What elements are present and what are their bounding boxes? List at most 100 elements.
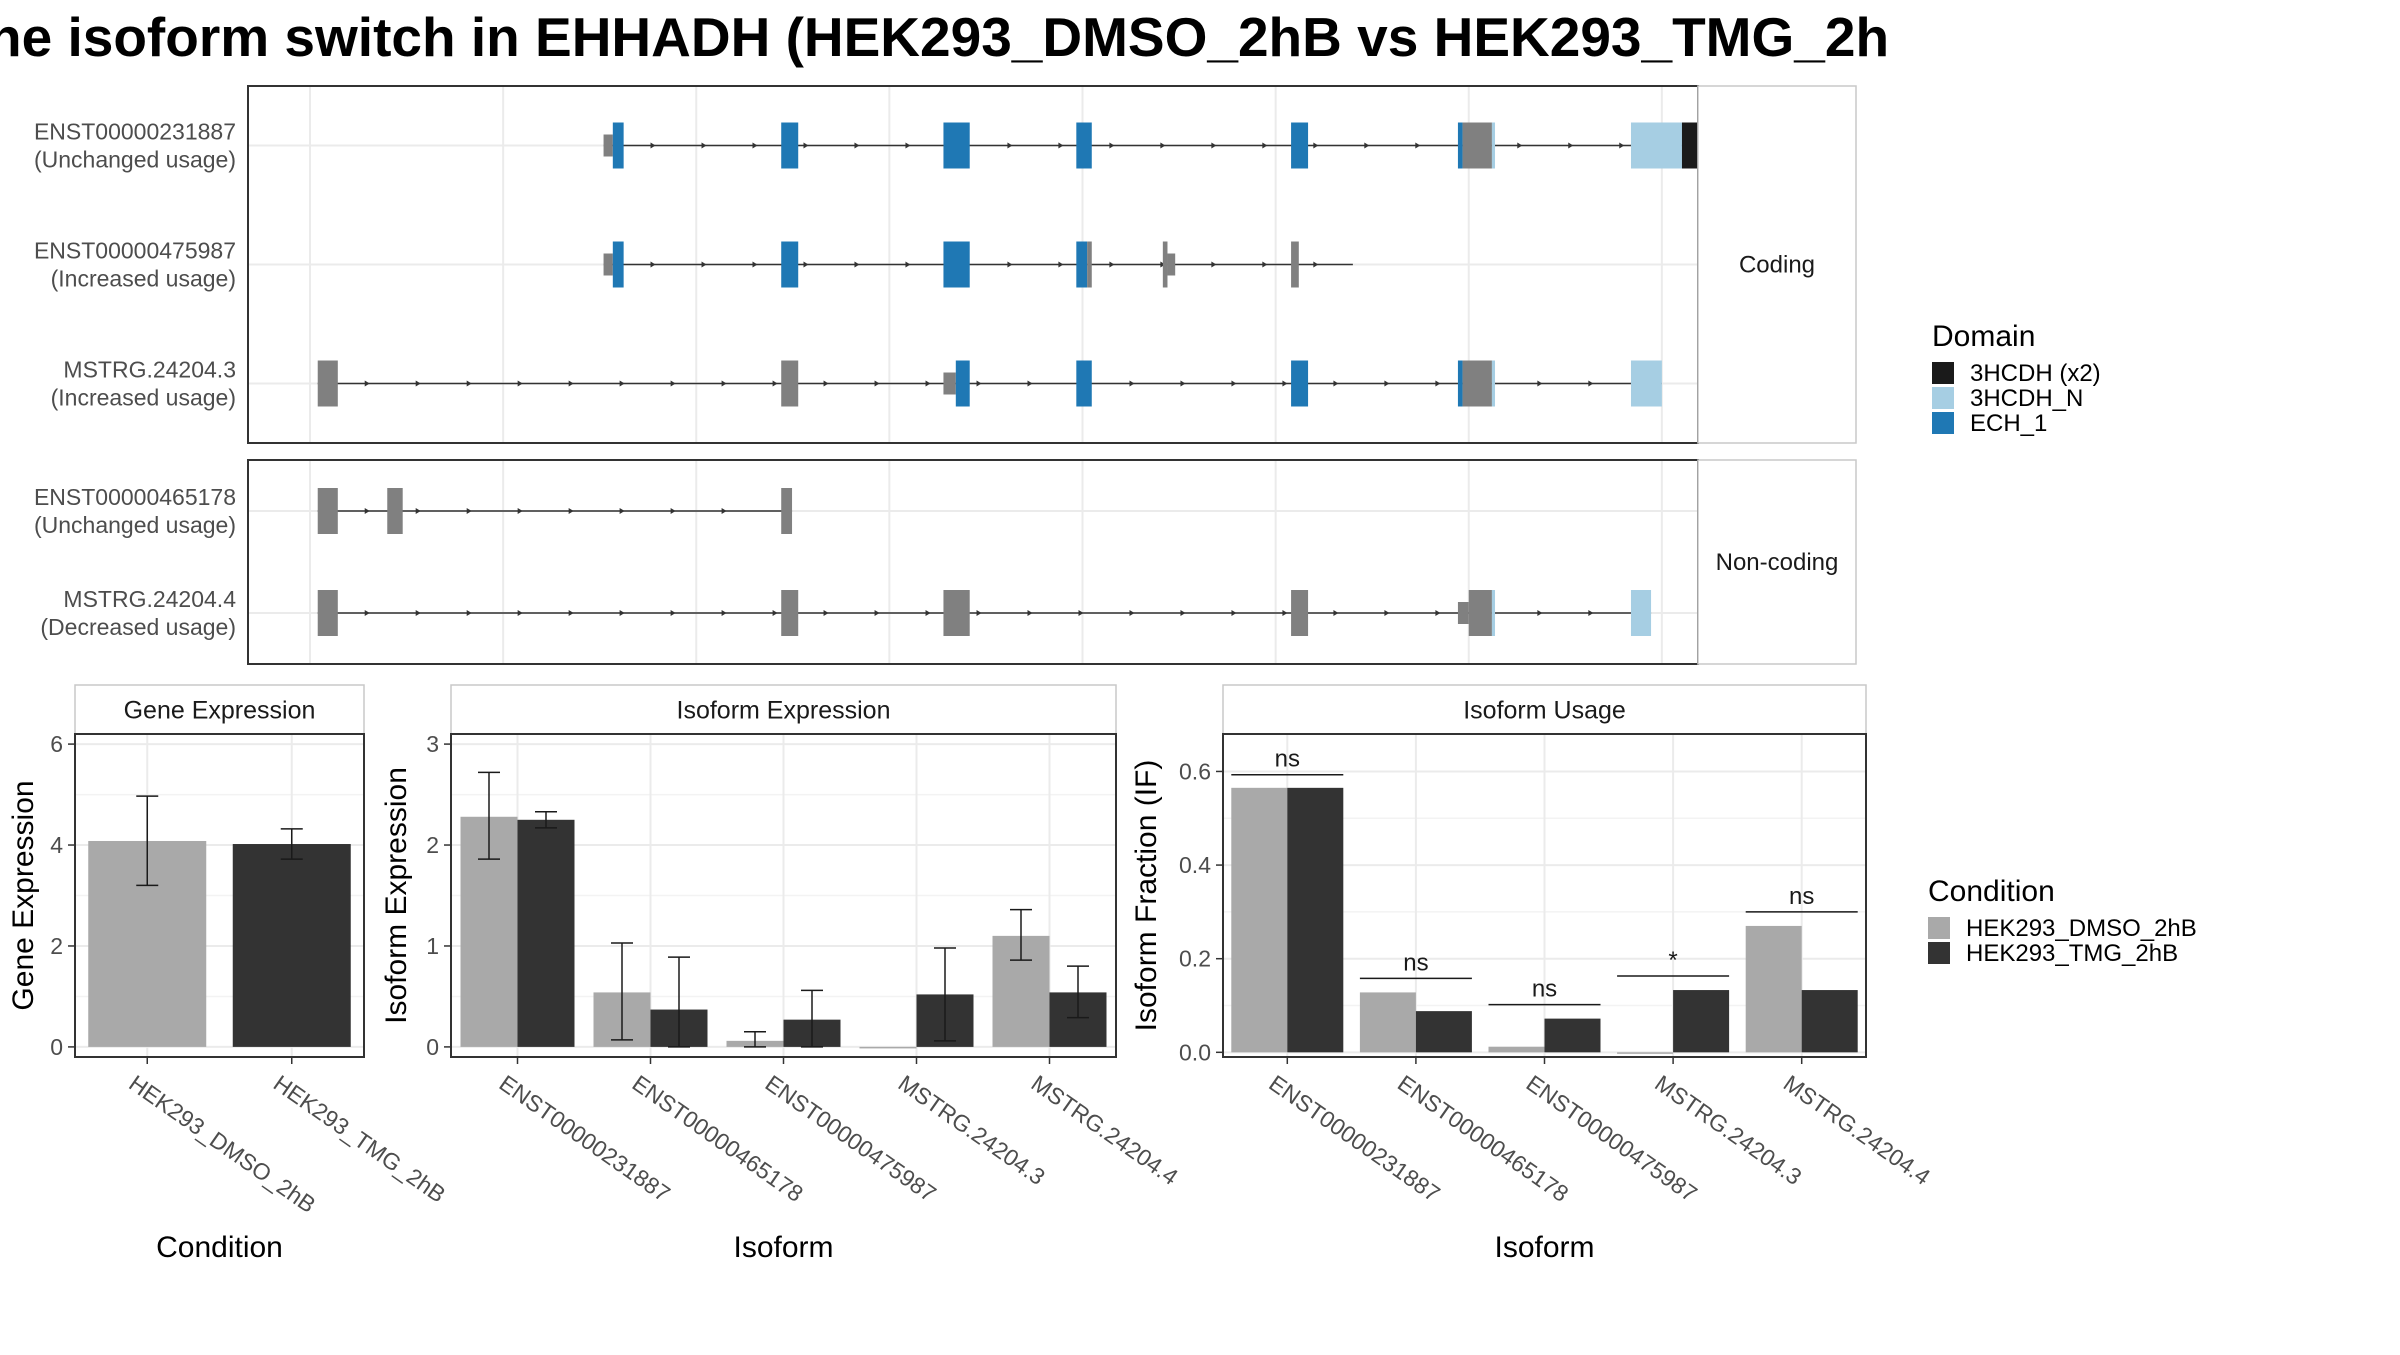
direction-arrow — [1129, 380, 1135, 387]
bar-enst00000465178-hek293-dmso-2hb — [1359, 992, 1416, 1053]
bar-mstrg-24204-3-hek293-tmg-2hb — [1673, 990, 1730, 1053]
exon-noncoding — [317, 360, 338, 407]
y-tick-label: 0.4 — [1179, 852, 1211, 878]
direction-arrow — [772, 610, 778, 616]
direction-arrow — [721, 508, 727, 514]
bar-enst00000465178-hek293-tmg-2hb — [1415, 1011, 1472, 1053]
direction-arrow — [466, 380, 472, 387]
direction-arrow — [905, 142, 911, 149]
direction-arrow — [1537, 610, 1543, 616]
direction-arrow — [854, 261, 860, 268]
direction-arrow — [854, 142, 860, 149]
y-tick-label: 6 — [50, 731, 63, 757]
isoform-usage-label: (Increased usage) — [51, 385, 236, 411]
plot-border — [1222, 733, 1867, 1058]
direction-arrow — [721, 610, 727, 616]
isoform-name-label: ENST00000465178 — [34, 484, 236, 510]
direction-arrow — [925, 610, 931, 616]
chart-title: Isoform Usage — [1463, 697, 1626, 725]
direction-arrow — [1211, 261, 1217, 268]
exon-ech-1 — [1457, 122, 1463, 169]
direction-arrow — [415, 610, 421, 616]
direction-arrow — [568, 610, 574, 616]
direction-arrow — [1109, 261, 1115, 268]
chart-title: Gene Expression — [124, 697, 316, 725]
chart-title: Isoform Expression — [677, 697, 891, 725]
facet-strip-label: Coding — [1739, 252, 1815, 279]
y-tick-label: 4 — [50, 832, 63, 858]
chart-title-strip — [1222, 684, 1867, 735]
bar-enst00000475987-hek293-tmg-2hb — [1544, 1018, 1601, 1053]
direction-arrow — [568, 508, 574, 514]
direction-arrow — [1537, 380, 1543, 387]
direction-arrow — [1333, 610, 1339, 616]
bar-mstrg-24204-4-hek293-dmso-2hb — [1745, 925, 1802, 1053]
direction-arrow — [905, 261, 911, 268]
direction-arrow — [1058, 142, 1064, 149]
chart-title-strip — [74, 684, 365, 735]
direction-arrow — [1262, 142, 1268, 149]
x-axis-title: Condition — [156, 1231, 283, 1264]
direction-arrow — [1007, 142, 1013, 149]
significance-label: ns — [1403, 949, 1428, 976]
exon-ech-1 — [1291, 360, 1309, 407]
exon-3hcdh-n — [1630, 360, 1662, 407]
direction-arrow — [1129, 610, 1135, 616]
exon-ech-1 — [781, 122, 799, 169]
bar-enst00000231887-hek293-dmso-2hb — [1231, 787, 1288, 1053]
direction-arrow — [1231, 380, 1237, 387]
structure-panel-coding: ENST00000231887(Unchanged usage)ENST0000… — [34, 85, 1857, 444]
facet-strip-label: Non-coding — [1716, 549, 1839, 576]
legend-title: Condition — [1928, 875, 2055, 908]
y-tick-label: 0 — [50, 1034, 63, 1060]
direction-arrow — [1588, 380, 1594, 387]
direction-arrow — [1211, 142, 1217, 149]
y-tick-label: 3 — [426, 731, 439, 757]
y-tick-label: 2 — [426, 832, 439, 858]
direction-arrow — [1078, 610, 1084, 616]
exon-3hcdh-n — [1491, 590, 1496, 636]
bar-mstrg-24204-3-hek293-dmso-2hb — [859, 1046, 917, 1049]
direction-arrow — [976, 380, 982, 387]
direction-arrow — [752, 261, 758, 268]
x-axis-title: Isoform — [733, 1231, 833, 1264]
exon-utr — [603, 253, 613, 276]
isoform-name-label: MSTRG.24204.4 — [63, 586, 236, 612]
exon-ech-1 — [1457, 360, 1463, 407]
y-tick-label: 0.2 — [1179, 946, 1211, 972]
bar-mstrg-24204-4-hek293-tmg-2hb — [1801, 990, 1858, 1053]
direction-arrow — [1384, 380, 1390, 387]
exon-noncoding — [1468, 590, 1492, 636]
isoform-name-label: ENST00000231887 — [34, 119, 236, 145]
exon-noncoding — [387, 488, 403, 534]
direction-arrow — [364, 508, 370, 514]
isoform-usage-label: (Unchanged usage) — [34, 512, 236, 538]
legend-label-3hcdh-x2: 3HCDH (x2) — [1970, 360, 2101, 387]
exon-ech-1 — [943, 241, 970, 288]
exon-ech-1 — [612, 122, 624, 169]
bar-hek293-tmg-2hb-gene — [232, 844, 351, 1047]
direction-arrow — [415, 380, 421, 387]
direction-arrow — [670, 610, 676, 616]
exon-noncoding — [1291, 241, 1299, 288]
direction-arrow — [1619, 142, 1625, 149]
isoform-row-mstrg-24204-4: MSTRG.24204.4(Decreased usage) — [40, 586, 1698, 640]
facet-strip — [1697, 85, 1857, 444]
isoform-structure-panels: ENST00000231887 (Unchanged usage)ENST0000… — [34, 85, 1857, 665]
direction-arrow — [701, 261, 707, 268]
direction-arrow — [1333, 380, 1339, 387]
direction-arrow — [803, 142, 809, 149]
direction-arrow — [1109, 142, 1115, 149]
legend-swatch-hek293-tmg-2hb — [1928, 942, 1950, 964]
y-axis-title: Isoform Expression — [380, 767, 413, 1024]
exon-noncoding — [1291, 590, 1309, 636]
legend-swatch-hek293-dmso-2hb — [1928, 917, 1950, 939]
exon-noncoding — [1162, 241, 1168, 288]
exon-ech-1 — [612, 241, 624, 288]
exon-utr — [1167, 253, 1176, 276]
legend-title: Domain — [1932, 320, 2035, 353]
direction-arrow — [976, 610, 982, 616]
direction-arrow — [1160, 142, 1166, 149]
